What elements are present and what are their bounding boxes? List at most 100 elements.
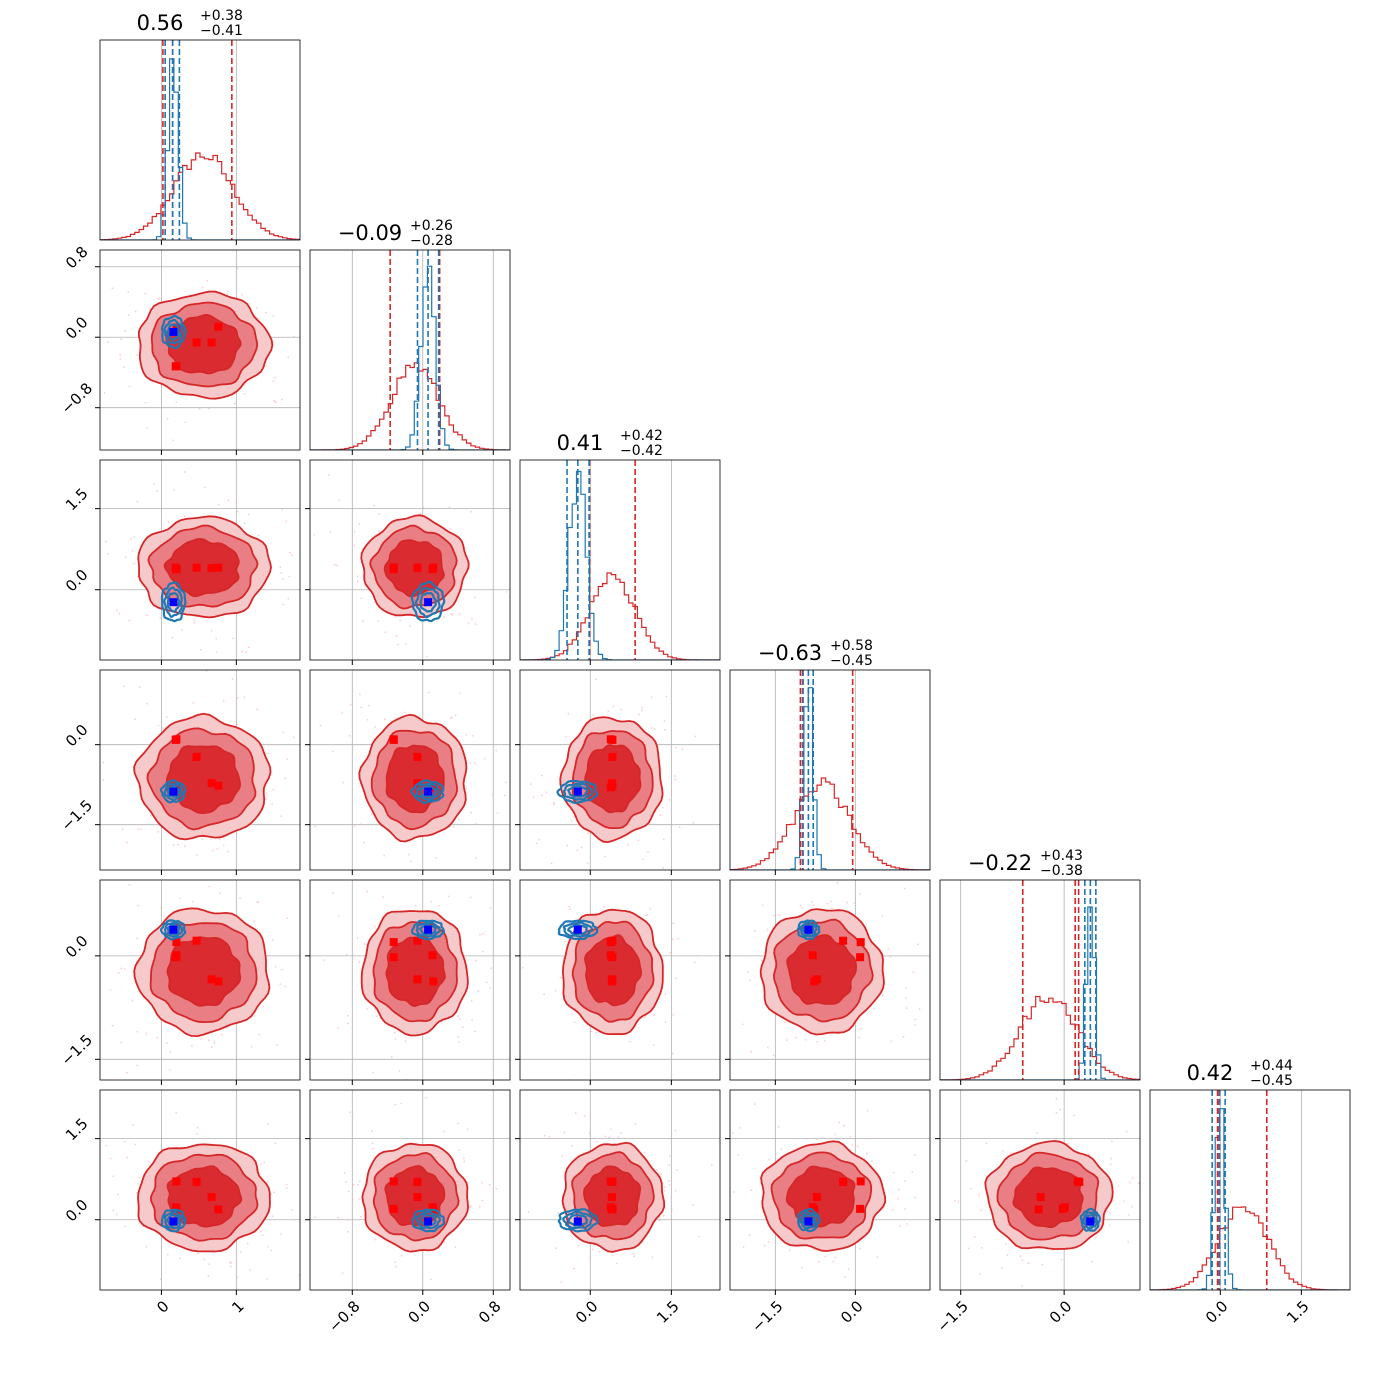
sample-point (304, 323, 306, 325)
contour-blue (562, 1210, 594, 1230)
sample-point (207, 407, 210, 410)
sample-point (440, 1021, 443, 1024)
sample-point (200, 1038, 203, 1040)
sample-point (253, 1015, 256, 1017)
contour-panel-4-0 (95, 879, 301, 1085)
sample-point (180, 629, 183, 631)
sample-point (245, 651, 248, 653)
sample-point (345, 1181, 348, 1184)
blue-marker (424, 598, 433, 607)
sample-point (409, 625, 411, 628)
y-tick-label: 0.0 (62, 721, 92, 751)
sample-point (454, 1246, 457, 1248)
sample-point (266, 1180, 269, 1183)
sample-point (133, 562, 136, 565)
sample-point (275, 1044, 278, 1046)
sample-point (973, 1236, 976, 1239)
sample-point (236, 510, 239, 513)
sample-point (360, 706, 362, 709)
sample-point (559, 976, 562, 979)
red-marker (839, 1177, 848, 1186)
sample-point (1132, 1176, 1134, 1179)
contour-blue (1082, 1211, 1098, 1230)
panel-title-lower: −0.38 (1040, 863, 1083, 879)
sample-point (649, 908, 652, 910)
sample-point (795, 1036, 797, 1039)
sample-point (125, 556, 127, 559)
contour-blue (567, 785, 589, 798)
sample-point (587, 832, 589, 835)
sample-point (343, 1171, 346, 1174)
red-marker (214, 781, 223, 790)
sample-point (193, 619, 196, 621)
sample-point (358, 961, 360, 964)
sample-point (668, 1179, 670, 1182)
sample-point (271, 939, 274, 941)
contour-blue (159, 779, 187, 804)
panel-title-median: −0.22 (968, 851, 1032, 875)
blue-marker (573, 787, 582, 796)
sample-point (279, 566, 282, 569)
sample-point (590, 1030, 593, 1033)
sample-point (120, 967, 123, 970)
panel-title-upper: +0.38 (200, 8, 243, 24)
red-marker (413, 1193, 422, 1201)
sample-point (669, 951, 671, 954)
sample-point (953, 1199, 956, 1202)
contour-panel-2-1 (305, 459, 511, 665)
sample-point (767, 1241, 770, 1243)
sample-point (594, 678, 597, 681)
panel-background (730, 670, 930, 870)
sample-point (168, 1069, 171, 1071)
sample-point (535, 842, 538, 845)
sample-point (405, 871, 407, 873)
contour-blue (799, 1211, 818, 1230)
sample-point (256, 307, 258, 309)
sample-point (849, 1136, 852, 1138)
sample-point (474, 857, 477, 859)
sample-point (815, 1138, 818, 1140)
sample-point (285, 1183, 288, 1186)
sample-point (881, 994, 884, 997)
sample-point (851, 1144, 854, 1147)
sample-point (162, 727, 164, 730)
sample-point (146, 614, 149, 617)
sample-point (281, 968, 283, 971)
sample-point (331, 750, 334, 753)
sample-point (475, 823, 478, 825)
sample-point (394, 616, 396, 618)
panel-frame (99, 249, 301, 451)
sample-point (358, 523, 360, 525)
sample-point (106, 552, 109, 555)
red-marker (413, 752, 422, 761)
sample-point (178, 897, 181, 900)
sample-point (111, 287, 114, 290)
sample-point (221, 1034, 223, 1036)
sample-point (895, 873, 897, 875)
sample-point (120, 1041, 122, 1044)
red-marker (192, 936, 201, 945)
sample-point (239, 1250, 242, 1253)
sample-point (503, 794, 506, 797)
sample-point (661, 806, 664, 809)
sample-point (291, 554, 293, 557)
sample-point (659, 814, 662, 817)
contour-inner-red (166, 936, 242, 1007)
panel-background (310, 250, 510, 450)
red-marker (856, 953, 865, 962)
sample-point (165, 716, 168, 719)
sample-point (772, 1054, 775, 1057)
sample-point (192, 901, 194, 903)
sample-point (604, 855, 606, 858)
panel-frame (309, 669, 511, 871)
sample-point (832, 1260, 835, 1263)
sample-point (236, 697, 239, 699)
sample-point (567, 712, 570, 715)
sample-point (443, 1130, 445, 1133)
sample-point (653, 728, 656, 730)
sample-point (159, 1278, 162, 1281)
contour-blue (562, 782, 594, 801)
sample-point (694, 735, 697, 738)
sample-point (583, 1115, 586, 1118)
sample-point (144, 402, 147, 404)
